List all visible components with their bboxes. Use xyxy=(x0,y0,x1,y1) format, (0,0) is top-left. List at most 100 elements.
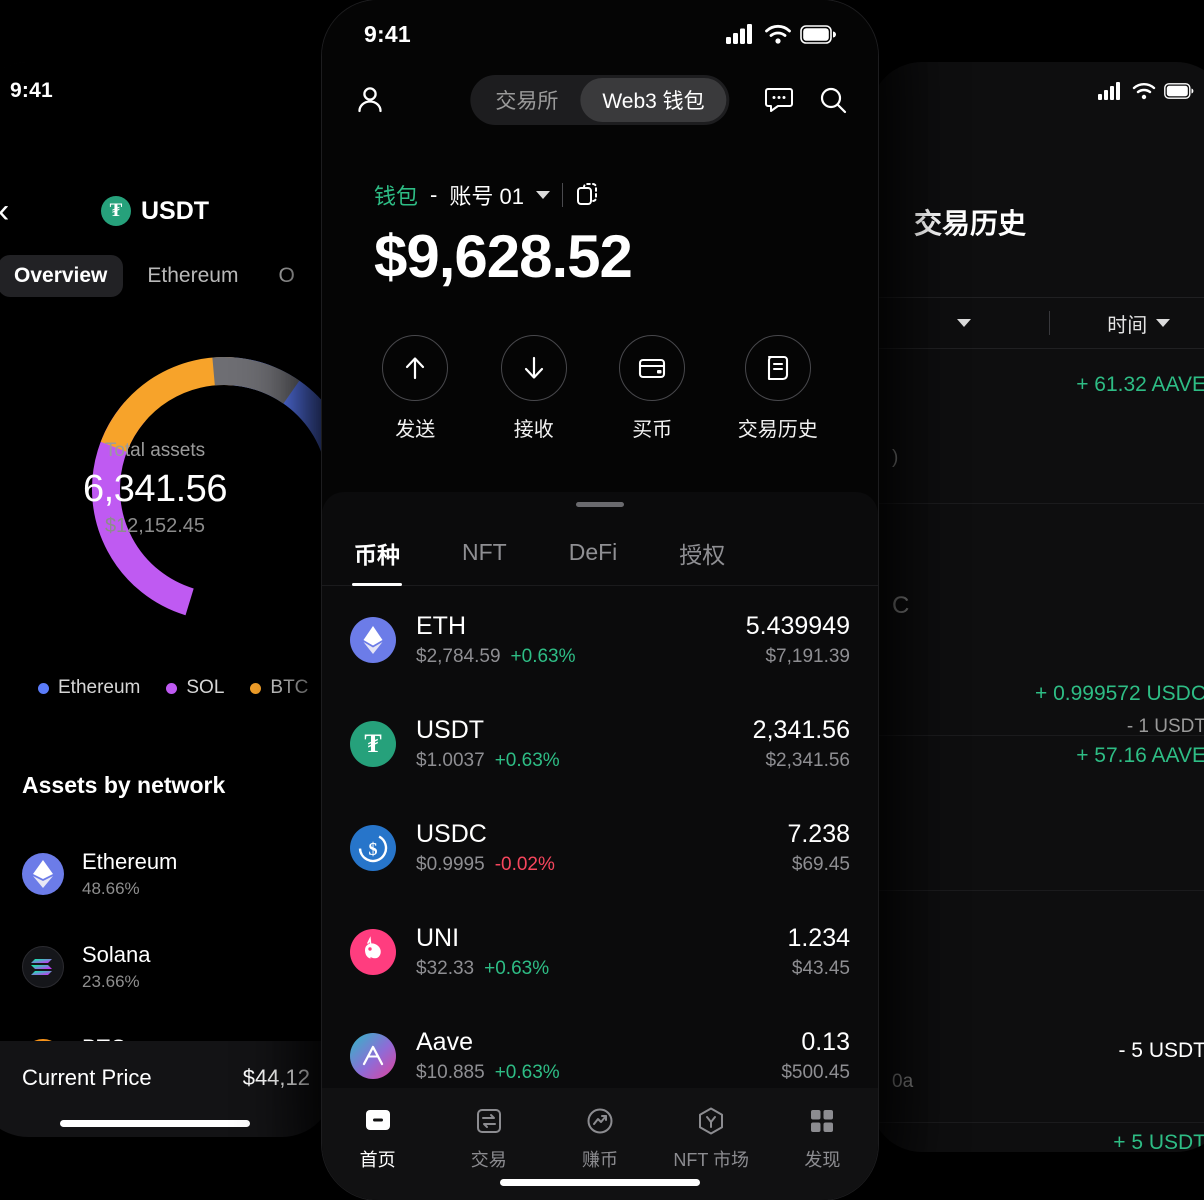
token-change: +0.63% xyxy=(494,1062,560,1083)
token-symbol: UNI xyxy=(416,924,460,952)
token-info: Aave $10.885 +0.63% xyxy=(416,1028,781,1084)
nav-item-trade[interactable]: 交易 xyxy=(433,1104,544,1172)
legend-label: Ethereum xyxy=(58,677,141,698)
network-name: Ethereum xyxy=(82,849,178,875)
list-item[interactable]: $ USDC $0.9995 -0.02% 7.238 $ xyxy=(322,796,878,900)
credit-card-icon xyxy=(619,335,686,401)
segment-web3-wallet[interactable]: Web3 钱包 xyxy=(580,78,727,122)
back-icon[interactable]: ‹ xyxy=(0,194,9,228)
segment-exchange[interactable]: 交易所 xyxy=(495,90,559,113)
battery-icon xyxy=(800,24,836,44)
list-item[interactable]: UNI $32.33 +0.63% 1.234 $43.45 xyxy=(322,900,878,1004)
token-price-row: $10.885 +0.63% xyxy=(416,1062,781,1084)
sheet-tab-strip: 币种 NFT DeFi 授权 xyxy=(322,528,878,586)
tether-icon: ₮ xyxy=(100,196,131,226)
donut-total-usd: $12,152.45 xyxy=(104,515,206,537)
tab-defi[interactable]: DeFi xyxy=(568,539,618,565)
transaction-list: + 61.32 AAVE ) C + 0.999572 USDC - 1 USD… xyxy=(870,349,1204,1152)
wallet-name: 钱包 xyxy=(374,184,419,209)
action-label: 买币 xyxy=(632,419,673,441)
current-price-label: Current Price xyxy=(22,1065,152,1090)
action-buy[interactable]: 买币 xyxy=(619,335,686,442)
nav-item-home[interactable]: 首页 xyxy=(322,1104,433,1172)
action-send[interactable]: 发送 xyxy=(382,335,449,442)
legend-label: BTC xyxy=(270,677,309,698)
tab-coins[interactable]: 币种 xyxy=(342,528,412,586)
tab-nft[interactable]: NFT xyxy=(462,539,507,565)
table-row[interactable]: + 5 USDT ba86 xyxy=(870,1123,1204,1152)
nav-label: 赚币 xyxy=(582,1150,618,1170)
mode-segmented-control: 交易所 Web3 钱包 xyxy=(470,75,730,125)
wallet-account: 账号 01 xyxy=(449,184,524,209)
network-row[interactable]: Solana 23.66% xyxy=(22,920,334,1013)
right-filter-bar: 时间 xyxy=(870,297,1204,349)
network-row[interactable]: Ethereum 48.66% xyxy=(22,827,334,920)
left-page-title: USDT xyxy=(140,196,210,225)
tether-icon: ₮ xyxy=(350,721,396,767)
chevron-down-icon[interactable] xyxy=(535,191,550,199)
list-item[interactable]: Aave $10.885 +0.63% 0.13 $500.45 xyxy=(322,1004,878,1108)
tab-ethereum[interactable]: Ethereum xyxy=(147,264,239,287)
left-nav-bar: ‹ ₮ USDT xyxy=(0,184,334,238)
wallet-divider xyxy=(561,183,563,207)
arrow-up-icon xyxy=(382,335,449,401)
token-price: $32.33 xyxy=(416,958,475,979)
tx-hash: ) xyxy=(892,447,899,468)
table-row[interactable]: C + 0.999572 USDC - 1 USDT xyxy=(870,504,1204,737)
quick-actions: 发送 接收 xyxy=(322,335,878,442)
table-row[interactable]: + 57.16 AAVE xyxy=(870,736,1204,891)
filter-type[interactable] xyxy=(870,319,1049,327)
tab-approvals[interactable]: 授权 xyxy=(679,541,726,568)
chat-bubble-icon[interactable] xyxy=(764,85,794,115)
list-item[interactable]: ₮ USDT $1.0037 +0.63% 2,341.56 $2,341.56 xyxy=(322,692,878,796)
tab-other[interactable]: O xyxy=(278,264,295,287)
search-icon[interactable] xyxy=(818,85,848,115)
current-price-value: $44,12 xyxy=(242,1065,310,1090)
person-icon[interactable] xyxy=(354,84,386,116)
earn-icon xyxy=(583,1104,617,1138)
right-page-title: 交易历史 xyxy=(914,208,1027,239)
nav-item-discover[interactable]: 发现 xyxy=(767,1104,878,1172)
wifi-icon xyxy=(1132,83,1156,100)
tab-overview[interactable]: Overview xyxy=(0,255,124,297)
nav-item-nft-market[interactable]: NFT 市场 xyxy=(656,1104,767,1172)
right-phone-screen: 交易历史 时间 + 61.32 AAVE ) C xyxy=(870,62,1204,1152)
token-info: ETH $2,784.59 +0.63% xyxy=(416,612,746,668)
copy-icon[interactable] xyxy=(575,182,601,208)
tx-amount: + 5 USDT xyxy=(1113,1131,1204,1152)
wallet-selector[interactable]: 钱包 - 账号 01 xyxy=(322,178,878,212)
token-holding: 7.238 $69.45 xyxy=(787,820,850,876)
legend-item-btc: BTC xyxy=(250,677,308,699)
left-status-bar: 9:41 xyxy=(0,62,334,120)
nav-label: 发现 xyxy=(804,1150,841,1170)
list-item[interactable]: ETH $2,784.59 +0.63% 5.439949 $7,191.39 xyxy=(322,588,878,692)
document-list-icon xyxy=(744,335,811,401)
table-row[interactable]: + 61.32 AAVE ) xyxy=(870,349,1204,504)
token-price-row: $2,784.59 +0.63% xyxy=(416,646,746,668)
mid-phone-screen: 9:41 xyxy=(322,0,878,1200)
action-label: 交易历史 xyxy=(737,419,818,441)
table-row[interactable]: - 5 USDT 0a xyxy=(870,891,1204,1123)
asset-allocation-donut: Total assets 6,341.56 $12,152.45 xyxy=(0,334,334,644)
sheet-grabber[interactable] xyxy=(576,502,624,507)
mid-status-bar: 9:41 xyxy=(322,0,878,68)
action-receive[interactable]: 接收 xyxy=(500,335,567,442)
assets-by-network-title: Assets by network xyxy=(22,772,226,798)
legend-item-sol: SOL xyxy=(166,677,224,699)
nft-icon xyxy=(694,1104,728,1138)
chevron-down-icon xyxy=(1156,319,1171,327)
token-price-row: $1.0037 +0.63% xyxy=(416,750,753,772)
tx-amount: + 0.999572 USDC xyxy=(1034,682,1204,705)
nav-item-earn[interactable]: 赚币 xyxy=(544,1104,655,1172)
token-holding: 5.439949 $7,191.39 xyxy=(746,612,850,668)
filter-time[interactable]: 时间 xyxy=(1050,309,1204,338)
aave-icon xyxy=(350,1033,396,1079)
token-price: $2,784.59 xyxy=(416,646,501,667)
action-history[interactable]: 交易历史 xyxy=(738,335,818,442)
mid-header: 交易所 Web3 钱包 xyxy=(322,72,878,128)
battery-icon xyxy=(1164,83,1194,99)
token-symbol: Aave xyxy=(416,1028,473,1056)
nav-label: 交易 xyxy=(470,1150,507,1170)
token-price-row: $0.9995 -0.02% xyxy=(416,854,787,876)
token-value: $7,191.39 xyxy=(765,646,850,667)
